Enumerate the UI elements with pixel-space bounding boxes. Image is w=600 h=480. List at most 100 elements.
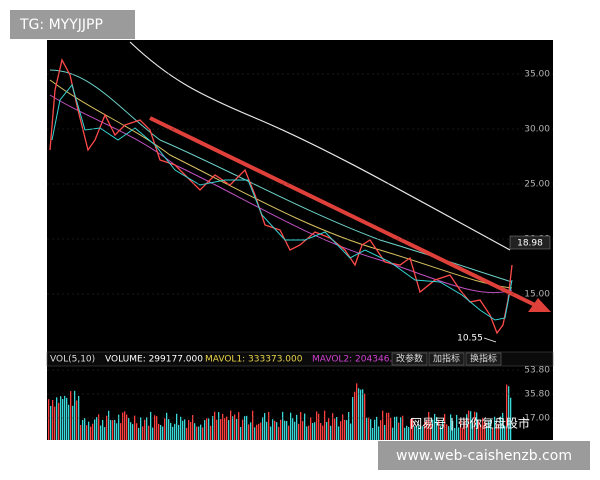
- volume-bar: [48, 399, 50, 440]
- volume-bar: [362, 389, 364, 440]
- volume-bar: [432, 419, 434, 440]
- volume-bar: [200, 424, 202, 440]
- volume-bar: [424, 422, 426, 440]
- volume-bar: [252, 410, 254, 440]
- volume-bar: [250, 422, 252, 440]
- volume-bar: [238, 412, 240, 440]
- volume-bar: [386, 412, 388, 440]
- volume-bar: [316, 411, 318, 440]
- volume-bar: [168, 419, 170, 440]
- volume-bar: [228, 420, 230, 440]
- volume-bar: [504, 425, 506, 440]
- volume-bar: [80, 424, 82, 440]
- volume-bar: [510, 397, 512, 440]
- volume-bar: [442, 420, 444, 440]
- volume-bar: [54, 406, 56, 440]
- volume-bar: [492, 427, 494, 440]
- indicator: VOL(5,10): [50, 355, 95, 365]
- volume-bar: [456, 414, 458, 440]
- volume-bar: [430, 421, 432, 440]
- volume-bar: [324, 410, 326, 440]
- volume-bar: [158, 423, 160, 440]
- volume-bar: [304, 413, 306, 440]
- volume-bar: [400, 417, 402, 440]
- volume-bar: [280, 419, 282, 440]
- last-price-box: [509, 235, 551, 250]
- volume-bar: [120, 423, 122, 440]
- volume-bar: [380, 420, 382, 440]
- volume-bar: [394, 416, 396, 440]
- volume-tick: 53.80: [524, 366, 550, 376]
- volume-bar: [128, 418, 130, 440]
- volume-bar: [248, 424, 250, 440]
- volume-bar: [336, 417, 338, 440]
- volume-bar: [260, 422, 262, 440]
- volume-bar: [402, 415, 404, 440]
- volume-bar: [256, 424, 258, 440]
- volume-bar: [96, 417, 98, 440]
- volume-bar: [322, 425, 324, 440]
- volume-bar: [88, 421, 90, 440]
- volume-bar: [426, 419, 428, 440]
- button[interactable]: 加指标: [433, 353, 460, 365]
- volume-bar: [208, 418, 210, 440]
- volume-bar: [500, 416, 502, 440]
- volume-bar: [258, 423, 260, 440]
- volume-tick: 35.80: [524, 390, 550, 400]
- volume-bar: [444, 413, 446, 440]
- volume-bar: [292, 418, 294, 440]
- volume-bar: [134, 415, 136, 440]
- volume-bar: [100, 425, 102, 440]
- volume-bar: [230, 410, 232, 440]
- volume-bar: [242, 419, 244, 440]
- volume-bar: [162, 426, 164, 440]
- volume-bar: [420, 425, 422, 440]
- volume-bar: [98, 414, 100, 440]
- volume-bar: [508, 386, 510, 440]
- ma-line: [129, 41, 511, 251]
- volume-bar: [506, 384, 508, 440]
- volume-bar: [448, 426, 450, 440]
- volume-bar: [204, 420, 206, 440]
- volume-bar: [476, 412, 478, 440]
- volume-bar: [152, 427, 154, 440]
- volume-bar: [116, 423, 118, 440]
- volume-bar: [266, 421, 268, 440]
- button[interactable]: 换指标: [470, 353, 497, 365]
- volume-bar: [384, 424, 386, 440]
- volume-bar: [374, 419, 376, 440]
- ma-line: [49, 94, 513, 294]
- arrow-head: [528, 298, 551, 312]
- volume-bar: [308, 425, 310, 440]
- volume-bar: [494, 416, 496, 440]
- volume-bar: [398, 422, 400, 440]
- price-tick: 35.00: [524, 70, 550, 80]
- volume-bar: [196, 426, 198, 440]
- volume-bar: [82, 419, 84, 440]
- volume-bar: [232, 416, 234, 440]
- volume-bar: [172, 426, 174, 440]
- button[interactable]: 改参数: [396, 353, 423, 365]
- volume-bar: [490, 418, 492, 440]
- volume-bar: [332, 413, 334, 440]
- volume-bar: [372, 427, 374, 440]
- volume-bar: [90, 426, 92, 440]
- volume-bar: [140, 417, 142, 440]
- volume-bar: [222, 413, 224, 440]
- volume-bar: [366, 417, 368, 440]
- volume-bar: [342, 414, 344, 440]
- volume-bar: [498, 423, 500, 440]
- button-box: [428, 352, 465, 366]
- volume-bar: [274, 420, 276, 440]
- volume-bar: [86, 425, 88, 440]
- volume-bar: [310, 417, 312, 440]
- volume-bar: [272, 419, 274, 440]
- volume-bar: [136, 423, 138, 440]
- volume-bar: [240, 427, 242, 440]
- volume-bar: [76, 400, 78, 440]
- volume-bar: [170, 422, 172, 440]
- volume-bar: [224, 418, 226, 440]
- volume-bar: [174, 423, 176, 440]
- volume-bar: [334, 418, 336, 440]
